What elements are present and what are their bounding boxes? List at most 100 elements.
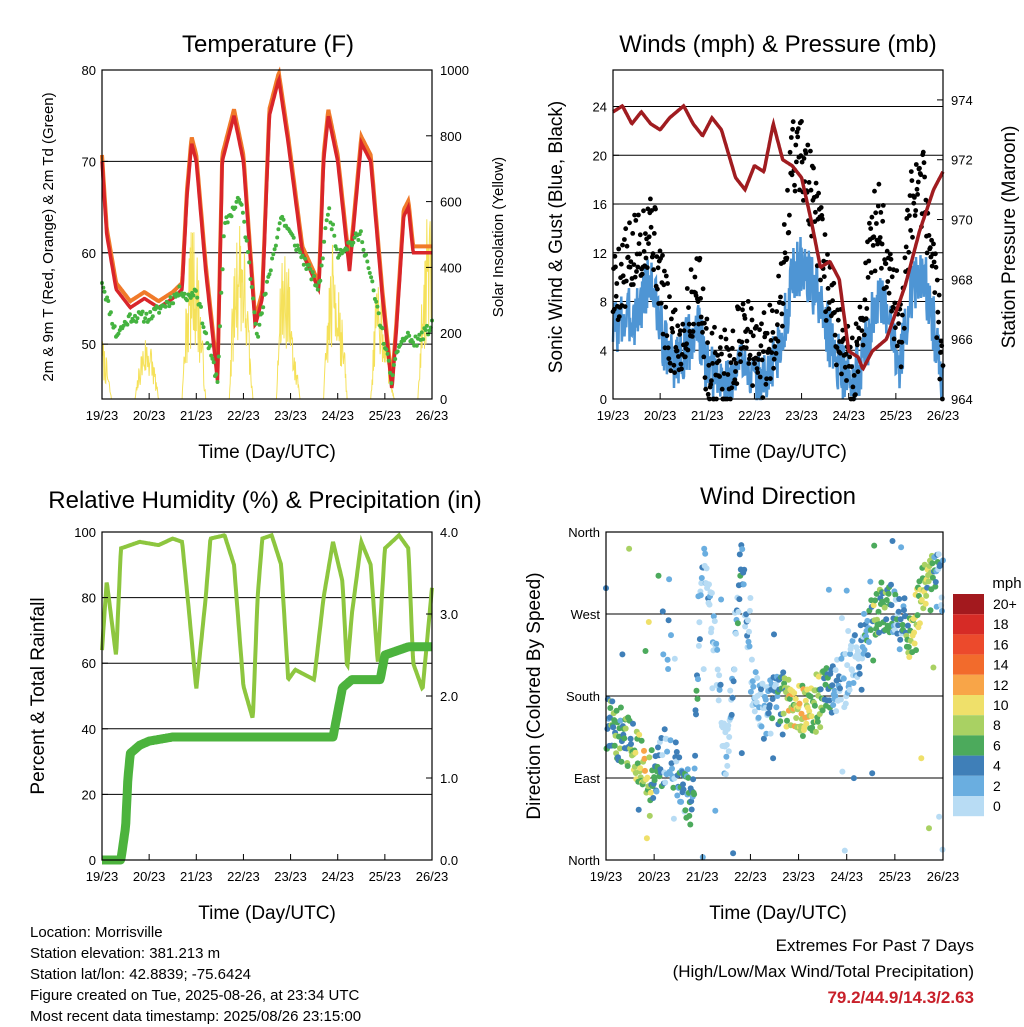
wind-direction-point bbox=[708, 590, 715, 596]
dewpoint-point bbox=[376, 311, 381, 316]
gust-point bbox=[931, 241, 936, 247]
wind-direction-point bbox=[858, 686, 865, 693]
dewpoint-point bbox=[105, 295, 110, 300]
wind-direction-point bbox=[742, 623, 749, 630]
gust-point bbox=[929, 237, 934, 243]
gust-point bbox=[716, 358, 722, 364]
x-tick-label: 19/23 bbox=[86, 408, 119, 423]
dewpoint-point bbox=[134, 319, 139, 324]
wind-direction-point bbox=[914, 612, 921, 619]
wind-direction-point bbox=[715, 697, 722, 704]
wind-direction-point bbox=[845, 628, 852, 634]
wind-direction-point bbox=[703, 565, 710, 572]
gust-point bbox=[616, 314, 622, 319]
wind-direction-point bbox=[710, 613, 717, 620]
dewpoint-point bbox=[421, 337, 426, 342]
legend-label: 14 bbox=[993, 657, 1009, 673]
dewpoint-point bbox=[367, 271, 372, 275]
wind-direction-point bbox=[662, 779, 669, 786]
gust-point bbox=[686, 305, 691, 310]
wind-direction-point bbox=[869, 770, 876, 777]
dewpoint-point bbox=[388, 370, 393, 375]
wind-direction-point bbox=[624, 763, 631, 769]
gust-point bbox=[669, 326, 675, 331]
gust-point bbox=[894, 268, 900, 273]
x-tick-label: 20/23 bbox=[133, 408, 166, 423]
dewpoint-point bbox=[220, 267, 225, 272]
gust-point bbox=[862, 297, 868, 303]
dewpoint-point bbox=[395, 349, 400, 354]
wind-direction-point bbox=[664, 748, 671, 755]
wind-direction-point bbox=[758, 686, 764, 693]
wind-direction-y-label: Direction (Colored By Speed) bbox=[524, 572, 545, 819]
gust-point bbox=[776, 273, 781, 279]
wind-direction-point bbox=[755, 714, 762, 721]
gust-point bbox=[938, 350, 943, 355]
wind-direction-point bbox=[617, 717, 624, 724]
dewpoint-point bbox=[199, 304, 203, 309]
gust-point bbox=[750, 333, 756, 339]
wind-direction-point bbox=[846, 680, 853, 687]
wind-direction-point bbox=[641, 747, 647, 754]
gust-point bbox=[717, 345, 723, 351]
gust-point bbox=[754, 366, 760, 371]
humidity-y-label: Percent & Total Rainfall bbox=[28, 597, 49, 794]
dewpoint-point bbox=[389, 381, 394, 386]
gust-point bbox=[770, 330, 776, 335]
gust-point bbox=[637, 232, 643, 238]
gust-point bbox=[860, 342, 866, 348]
dewpoint-point bbox=[331, 222, 335, 227]
wind-direction-point bbox=[671, 655, 678, 662]
gust-point bbox=[830, 298, 835, 304]
gust-point bbox=[643, 255, 649, 261]
gust-point bbox=[853, 321, 859, 327]
legend-swatch bbox=[953, 775, 984, 796]
wind-direction-point bbox=[843, 587, 850, 594]
dewpoint-point bbox=[323, 226, 328, 231]
dewpoint-point bbox=[204, 331, 209, 336]
dewpoint-point bbox=[200, 321, 205, 326]
gust-point bbox=[698, 296, 703, 301]
gust-point bbox=[747, 352, 753, 358]
wind-direction-point bbox=[659, 608, 666, 615]
y2-tick-label: 400 bbox=[440, 260, 462, 275]
humidity-x-ticks: 19/23 20/23 21/23 22/23 23/23 24/23 25/23 26/23 bbox=[86, 854, 448, 884]
gust-point bbox=[672, 370, 677, 375]
wind-direction-point bbox=[829, 682, 836, 689]
gust-point bbox=[856, 336, 862, 341]
wind-direction-point bbox=[746, 628, 752, 635]
gust-point bbox=[622, 304, 628, 309]
y2-tick-label: 970 bbox=[951, 213, 973, 228]
wind-direction-point bbox=[930, 664, 937, 671]
extremes-subheading: (High/Low/Max Wind/Total Precipitation) bbox=[672, 962, 974, 981]
x-tick-label: 26/23 bbox=[927, 869, 960, 884]
gust-point bbox=[859, 328, 865, 333]
y-tick-label: 40 bbox=[82, 722, 96, 737]
gust-point bbox=[612, 253, 618, 259]
temperature-series bbox=[100, 66, 434, 400]
dewpoint-point bbox=[380, 326, 385, 331]
wind-direction-point bbox=[736, 551, 743, 558]
dewpoint-point bbox=[171, 301, 176, 306]
wind-direction-point bbox=[870, 657, 877, 664]
wind-direction-point bbox=[918, 755, 925, 762]
wind-direction-left-ticks: North West South East North bbox=[566, 525, 612, 868]
wind-direction-point bbox=[901, 607, 907, 614]
wind-direction-point bbox=[936, 813, 943, 820]
gust-point bbox=[706, 362, 712, 368]
wind-direction-point bbox=[619, 651, 626, 658]
gust-point bbox=[649, 208, 655, 213]
wind-direction-point bbox=[739, 546, 746, 553]
gust-point bbox=[887, 266, 893, 272]
wind-direction-point bbox=[897, 636, 904, 643]
wind-direction-point bbox=[896, 596, 903, 602]
legend-swatch bbox=[953, 654, 984, 675]
gust-point bbox=[914, 186, 920, 192]
x-tick-label: 24/23 bbox=[832, 408, 865, 423]
gust-point bbox=[745, 326, 750, 332]
gust-point bbox=[690, 329, 696, 334]
gust-point bbox=[632, 274, 638, 280]
gust-point bbox=[729, 385, 735, 391]
gust-point bbox=[755, 370, 761, 375]
dewpoint-point bbox=[318, 278, 323, 283]
